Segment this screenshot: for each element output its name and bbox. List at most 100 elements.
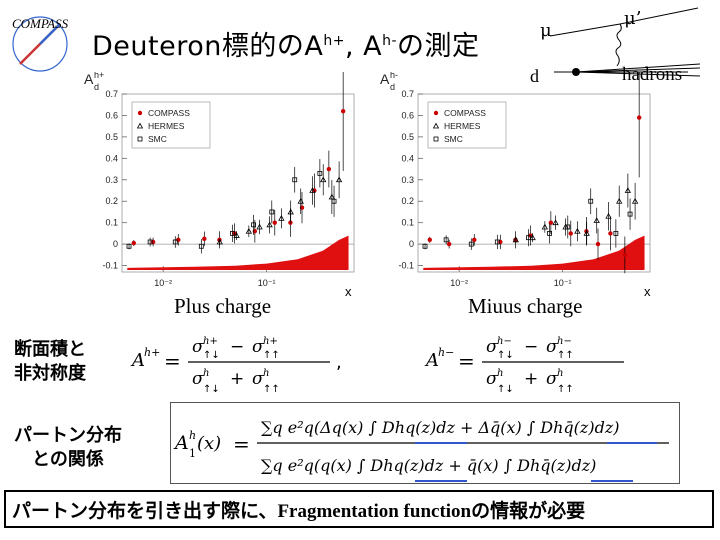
data-point-hermes bbox=[583, 230, 590, 236]
footer-text: パートン分布を引き出す際に、Fragmentation functionの情報が… bbox=[12, 500, 586, 522]
plot-frame bbox=[121, 93, 355, 273]
mu-prime-label: μ’ bbox=[624, 8, 641, 29]
data-point-compass bbox=[595, 241, 601, 247]
svg-text:(x): (x) bbox=[197, 433, 221, 454]
svg-text:σ: σ bbox=[252, 369, 264, 389]
data-point-hermes bbox=[278, 215, 285, 221]
svg-text:σ: σ bbox=[546, 369, 558, 389]
legend-entry: HERMES bbox=[444, 121, 481, 131]
y-axis-label: A bbox=[380, 72, 390, 87]
data-point-smc bbox=[526, 235, 531, 241]
y-tick-label: 0.3 bbox=[401, 175, 414, 185]
data-point-smc bbox=[172, 239, 178, 245]
svg-text:=: = bbox=[233, 432, 250, 456]
x-axis-label-plus: x bbox=[345, 284, 352, 299]
data-point-compass bbox=[131, 240, 136, 246]
legend-marker bbox=[137, 110, 143, 116]
svg-text:h−: h− bbox=[438, 346, 454, 359]
photon-line bbox=[615, 23, 622, 67]
footer-box bbox=[4, 490, 714, 528]
data-point-hermes bbox=[335, 176, 343, 183]
hadrons-label: hadrons bbox=[622, 64, 682, 85]
data-point-smc bbox=[126, 243, 132, 249]
y-tick-label: -0.1 bbox=[102, 261, 118, 271]
x-axis-label-minus: x bbox=[644, 284, 651, 299]
svg-text:,: , bbox=[336, 352, 342, 373]
data-point-compass bbox=[446, 241, 452, 247]
data-point-hermes bbox=[605, 212, 612, 219]
legend-marker bbox=[432, 122, 440, 129]
svg-text:σ: σ bbox=[486, 369, 498, 389]
svg-text:σ: σ bbox=[192, 369, 204, 389]
legend-entry: HERMES bbox=[148, 121, 185, 131]
y-tick-label: 0.7 bbox=[401, 89, 414, 99]
svg-text:σ: σ bbox=[192, 337, 204, 357]
y-axis-label: A bbox=[84, 72, 94, 87]
x-tick-label: 10⁻² bbox=[154, 278, 172, 288]
svg-text:↑↑: ↑↑ bbox=[263, 350, 280, 361]
svg-text:↑↑: ↑↑ bbox=[557, 384, 574, 395]
data-point-smc bbox=[627, 211, 633, 217]
logo-text: COMPASS bbox=[12, 16, 69, 31]
legend-marker bbox=[433, 136, 439, 142]
data-point-smc bbox=[565, 224, 571, 230]
svg-text:+: + bbox=[524, 369, 538, 389]
data-point-compass bbox=[427, 237, 432, 243]
scattering-diagram: μ μ’ d hadrons bbox=[530, 7, 701, 86]
svg-text:A: A bbox=[130, 350, 145, 371]
y-tick-label: 0 bbox=[409, 239, 414, 249]
x-tick-label: 10⁻¹ bbox=[258, 278, 276, 288]
svg-text:h: h bbox=[189, 429, 196, 442]
svg-text:↑↓: ↑↓ bbox=[203, 384, 220, 395]
svg-text:σ: σ bbox=[252, 337, 264, 357]
legend-marker bbox=[136, 122, 144, 129]
data-point-smc bbox=[331, 198, 337, 204]
svg-text:∑q e²q(q(x) ∫ Dhq(z)dz + q̄(x): ∑q e²q(q(x) ∫ Dhq(z)dz + q̄(x) ∫ Dhq̄(z)… bbox=[261, 456, 596, 475]
svg-text:↑↓: ↑↓ bbox=[203, 350, 220, 361]
svg-text:=: = bbox=[164, 349, 181, 373]
svg-text:↑↓: ↑↓ bbox=[497, 384, 514, 395]
a1-formula-box: A h 1 (x) = ∑q e²q(Δq(x) ∫ Dhq(z)dz + Δq… bbox=[170, 402, 680, 484]
data-point-smc bbox=[230, 230, 235, 236]
y-tick-label: 0.1 bbox=[105, 218, 118, 228]
svg-text:h+: h+ bbox=[263, 336, 278, 347]
legend-entry: COMPASS bbox=[444, 108, 486, 118]
x-tick-label: 10⁻² bbox=[450, 278, 468, 288]
mu-label: μ bbox=[540, 20, 552, 41]
svg-text:1: 1 bbox=[189, 447, 196, 460]
legend-marker bbox=[433, 110, 439, 116]
data-point-hermes bbox=[309, 187, 316, 193]
formula-a-plus: A h+ = σ h+↑↓ − σ h+↑↑ σ h↑↓ + σ h↑↑ , bbox=[130, 336, 342, 395]
data-point-smc bbox=[468, 241, 474, 247]
data-point-compass bbox=[202, 236, 207, 241]
data-point-hermes bbox=[529, 234, 536, 241]
page-title: Deuteron標的のAh+, Ah-の測定 bbox=[92, 31, 480, 62]
svg-text:h: h bbox=[203, 368, 209, 379]
data-point-smc bbox=[494, 239, 500, 245]
data-point-smc bbox=[292, 177, 298, 183]
y-tick-label: 0.7 bbox=[105, 89, 118, 99]
y-axis-label-sub: d bbox=[390, 82, 395, 92]
y-axis-label-sup: h- bbox=[390, 72, 398, 80]
svg-text:−: − bbox=[524, 337, 538, 357]
svg-text:∑q e²q(Δq(x) ∫ Dhq(z)dz + Δq̄(: ∑q e²q(Δq(x) ∫ Dhq(z)dz + Δq̄(x) ∫ Dhq̄(… bbox=[261, 418, 619, 437]
svg-text:h−: h− bbox=[497, 336, 512, 347]
data-point-compass bbox=[272, 220, 277, 225]
svg-text:h: h bbox=[557, 368, 563, 379]
d-label: d bbox=[530, 66, 539, 86]
svg-text:+: + bbox=[230, 369, 244, 389]
data-point-hermes bbox=[256, 223, 263, 230]
data-point-smc bbox=[198, 243, 204, 249]
y-tick-label: 0.6 bbox=[105, 110, 118, 120]
svg-text:h+: h+ bbox=[144, 346, 160, 359]
legend-marker bbox=[137, 136, 143, 142]
data-point-hermes bbox=[266, 221, 273, 228]
svg-text:h: h bbox=[263, 368, 269, 379]
asymmetry-plot-plus: -0.1 0 0.1 0.2 0.3 0.4 0.5 0.6 0.7 A h+ d 10⁻² 10⁻¹ CO… bbox=[84, 72, 355, 288]
formula-a-minus: A h− = σ h−↑↓ − σ h−↑↑ σ h↑↓ + σ h↑↑ bbox=[424, 336, 624, 395]
data-point-compass bbox=[622, 252, 628, 258]
plot-frame bbox=[417, 93, 651, 273]
data-point-compass bbox=[608, 231, 613, 236]
svg-text:h+: h+ bbox=[203, 336, 218, 347]
svg-text:A: A bbox=[424, 350, 439, 371]
